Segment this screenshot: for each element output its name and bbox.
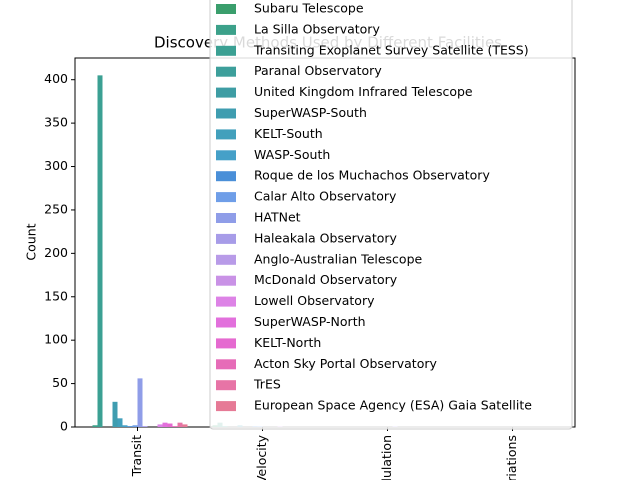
y-tick-label: 350 [44,115,68,130]
y-tick-label: 150 [44,288,68,303]
legend-swatch [216,275,236,286]
bar [112,401,118,427]
y-tick-label: 50 [52,375,68,390]
legend-label: Calar Alto Observatory [254,189,397,204]
bar [162,422,168,427]
legend-label: Subaru Telescope [254,1,364,16]
legend-label: Paranal Observatory [254,63,382,78]
legend-label: European Space Agency (ESA) Gaia Satelli… [254,398,532,413]
legend-swatch [216,24,236,35]
legend-swatch [216,317,236,328]
x-tick-label: Orbital Brightness Modulation [379,435,394,480]
legend-swatch [216,192,236,203]
legend-swatch [216,338,236,349]
bar [137,378,143,427]
legend-label: TrES [253,377,281,392]
bar [157,424,163,427]
bar [117,418,123,427]
x-tick-label: Transit Timing Variations [504,435,519,480]
legend-label: WASP-South [254,147,330,162]
legend-label: Anglo-Australian Telescope [254,251,423,266]
bar [172,426,178,427]
bar [132,425,138,427]
legend-swatch [216,66,236,77]
x-tick-label: Radial Velocity [254,434,269,480]
y-tick-label: 0 [60,419,68,434]
legend-label: McDonald Observatory [254,272,398,287]
legend-box [209,0,573,430]
y-tick-label: 200 [44,245,68,260]
legend-swatch [216,213,236,223]
legend-label: Roque de los Muchachos Observatory [254,168,490,183]
y-tick-label: 100 [44,332,68,347]
legend-label: United Kingdom Infrared Telescope [254,84,473,99]
legend-swatch [216,108,236,119]
bar [127,426,133,427]
legend-swatch [216,401,236,412]
bar [177,422,183,427]
y-tick-label: 300 [44,158,68,173]
bar [142,426,148,427]
legend-label: Transiting Exoplanet Survey Satellite (T… [253,42,529,57]
legend-label: KELT-South [254,126,323,141]
legend-label: Lowell Observatory [254,293,375,308]
y-tick-label: 250 [44,201,68,216]
legend-swatch [216,4,236,14]
legend-swatch [216,233,236,244]
legend-label: Acton Sky Portal Observatory [254,356,437,371]
y-tick-label: 400 [44,71,68,86]
legend-swatch [216,129,236,140]
x-tick-label: Transit [129,435,144,478]
legend-label: HATNet [254,210,301,225]
bar [167,423,173,427]
legend-label: La Silla Observatory [254,21,380,36]
bar [182,424,188,427]
legend-swatch [216,296,236,307]
legend-swatch [216,150,236,161]
legend-swatch [216,171,236,182]
legend-swatch [216,254,236,265]
legend-label: SuperWASP-South [254,105,367,120]
y-axis-label: Count [24,223,39,260]
legend-swatch [216,380,236,391]
bar [92,425,98,427]
legend-label: KELT-North [254,335,321,350]
bar [97,75,103,427]
legend-label: SuperWASP-North [254,314,366,329]
bar [122,425,128,427]
legend-swatch [216,359,236,370]
legend-swatch [216,45,236,56]
legend-label: Haleakala Observatory [254,230,398,245]
legend-swatch [216,87,236,98]
